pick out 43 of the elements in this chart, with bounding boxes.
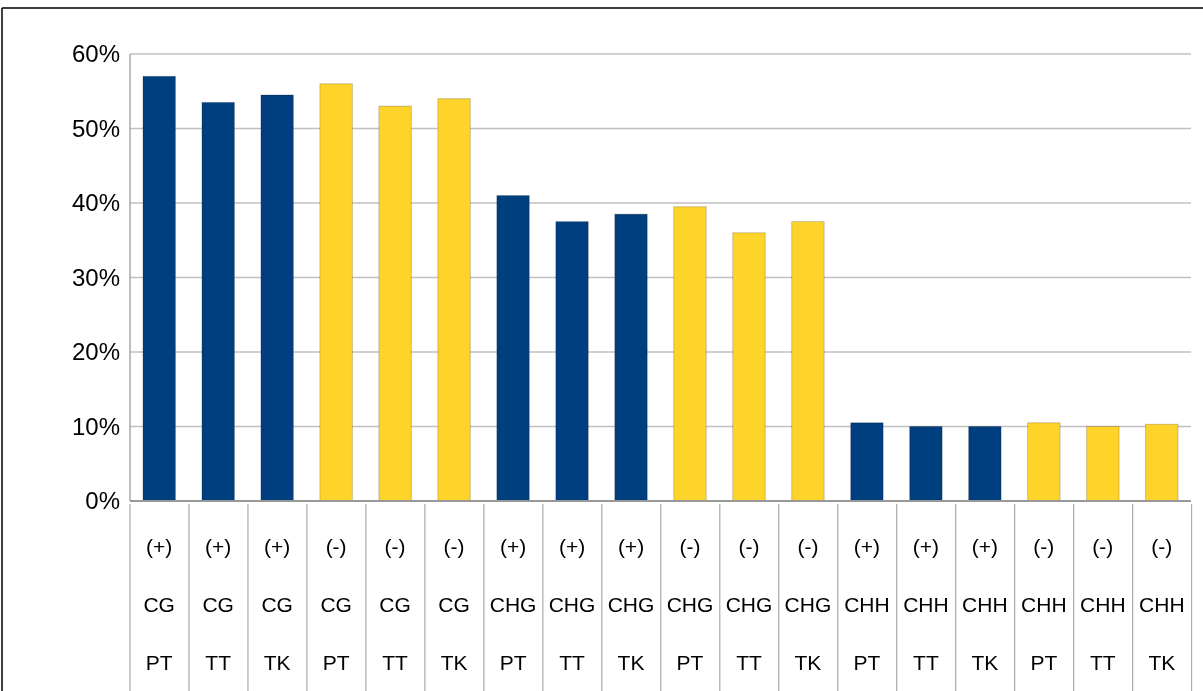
bar bbox=[1086, 426, 1120, 502]
bar bbox=[437, 98, 471, 502]
category-label: (+) CHH PT bbox=[844, 535, 890, 674]
category-label: (+) CHH TT bbox=[903, 535, 949, 674]
category-label: (+) CG TT bbox=[202, 535, 234, 674]
bar bbox=[909, 426, 943, 502]
bar bbox=[496, 195, 530, 502]
y-tick-label: 40% bbox=[71, 189, 120, 217]
y-tick-label: 50% bbox=[71, 114, 120, 142]
y-tick-label: 10% bbox=[71, 412, 120, 440]
category-label: (+) CHG TT bbox=[548, 535, 596, 674]
bar bbox=[378, 105, 412, 502]
y-tick-label: 30% bbox=[71, 263, 120, 291]
bar bbox=[319, 83, 353, 502]
bar bbox=[850, 422, 884, 502]
bar bbox=[555, 221, 589, 502]
category-label: (-) CHG TK bbox=[784, 535, 832, 674]
category-label: (-) CHH TK bbox=[1139, 535, 1185, 674]
category-label: (-) CHG TT bbox=[725, 535, 773, 674]
category-label: (-) CHG PT bbox=[666, 535, 714, 674]
category-label: (+) CG TK bbox=[261, 535, 293, 674]
y-tick-label: 60% bbox=[71, 40, 120, 68]
category-label: (+) CHG PT bbox=[489, 535, 537, 674]
bar bbox=[791, 221, 825, 502]
bar bbox=[142, 75, 176, 502]
category-label: (-) CHH PT bbox=[1021, 535, 1067, 674]
bar bbox=[1027, 422, 1061, 502]
category-label: (-) CG TK bbox=[438, 535, 470, 674]
category-label: (+) CG PT bbox=[143, 535, 175, 674]
y-tick-label: 0% bbox=[85, 487, 120, 515]
bar bbox=[732, 232, 766, 502]
category-label: (+) CHH TK bbox=[962, 535, 1008, 674]
category-label: (-) CG PT bbox=[320, 535, 352, 674]
category-label: (-) CHH TT bbox=[1080, 535, 1126, 674]
bar bbox=[201, 101, 235, 502]
category-label: (-) CG TT bbox=[379, 535, 411, 674]
bar bbox=[673, 206, 707, 502]
bar bbox=[260, 94, 294, 502]
bar bbox=[968, 426, 1002, 502]
y-tick-label: 20% bbox=[71, 338, 120, 366]
bar bbox=[1145, 423, 1179, 502]
bar bbox=[614, 213, 648, 502]
category-label: (+) CHG TK bbox=[607, 535, 655, 674]
